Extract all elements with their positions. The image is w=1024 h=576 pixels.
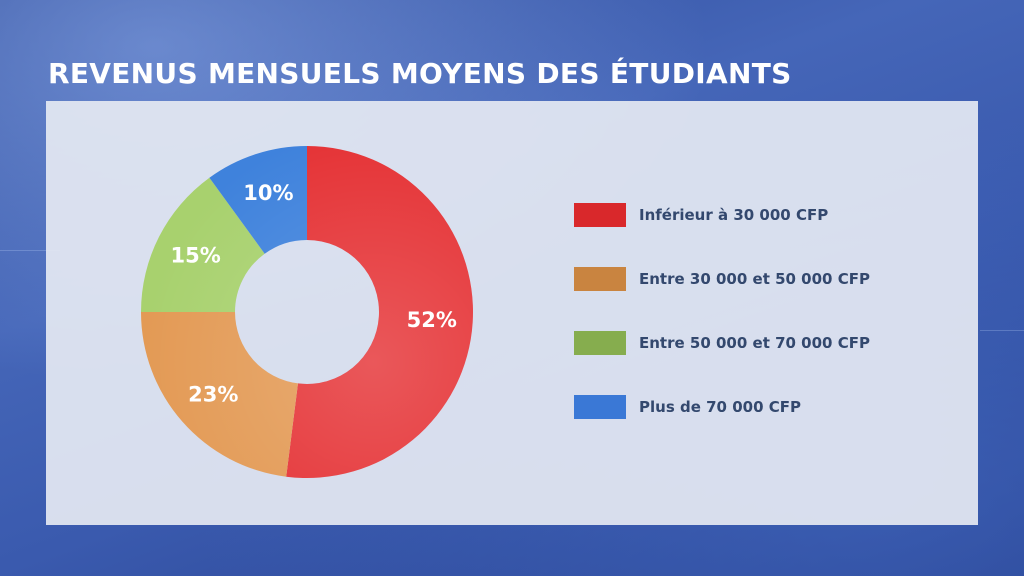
slice-value-label: 15% bbox=[170, 243, 220, 267]
chart-legend: Inférieur à 30 000 CFP Entre 30 000 et 5… bbox=[574, 202, 870, 458]
legend-swatch bbox=[574, 331, 626, 355]
legend-swatch bbox=[574, 395, 626, 419]
legend-label: Entre 50 000 et 70 000 CFP bbox=[639, 334, 870, 352]
legend-item: Entre 50 000 et 70 000 CFP bbox=[574, 330, 870, 356]
slice-value-label: 10% bbox=[243, 181, 293, 205]
background-line bbox=[0, 250, 60, 251]
legend-label: Plus de 70 000 CFP bbox=[639, 398, 801, 416]
chart-panel: 52% 23% 15% 10% Inférieur à 30 000 CFP Entr… bbox=[46, 101, 978, 525]
legend-item: Entre 30 000 et 50 000 CFP bbox=[574, 266, 870, 292]
legend-label: Inférieur à 30 000 CFP bbox=[639, 206, 829, 224]
donut-sheen bbox=[140, 146, 473, 478]
legend-item: Plus de 70 000 CFP bbox=[574, 394, 870, 420]
legend-swatch bbox=[574, 267, 626, 291]
background-line bbox=[980, 330, 1024, 331]
slice-value-label: 23% bbox=[188, 383, 238, 407]
donut-chart: 52% 23% 15% 10% bbox=[140, 146, 474, 478]
legend-swatch bbox=[574, 203, 626, 227]
slice-value-label: 52% bbox=[407, 308, 457, 332]
legend-item: Inférieur à 30 000 CFP bbox=[574, 202, 870, 228]
legend-label: Entre 30 000 et 50 000 CFP bbox=[639, 270, 870, 288]
chart-title: REVENUS MENSUELS MOYENS DES ÉTUDIANTS bbox=[48, 57, 792, 90]
